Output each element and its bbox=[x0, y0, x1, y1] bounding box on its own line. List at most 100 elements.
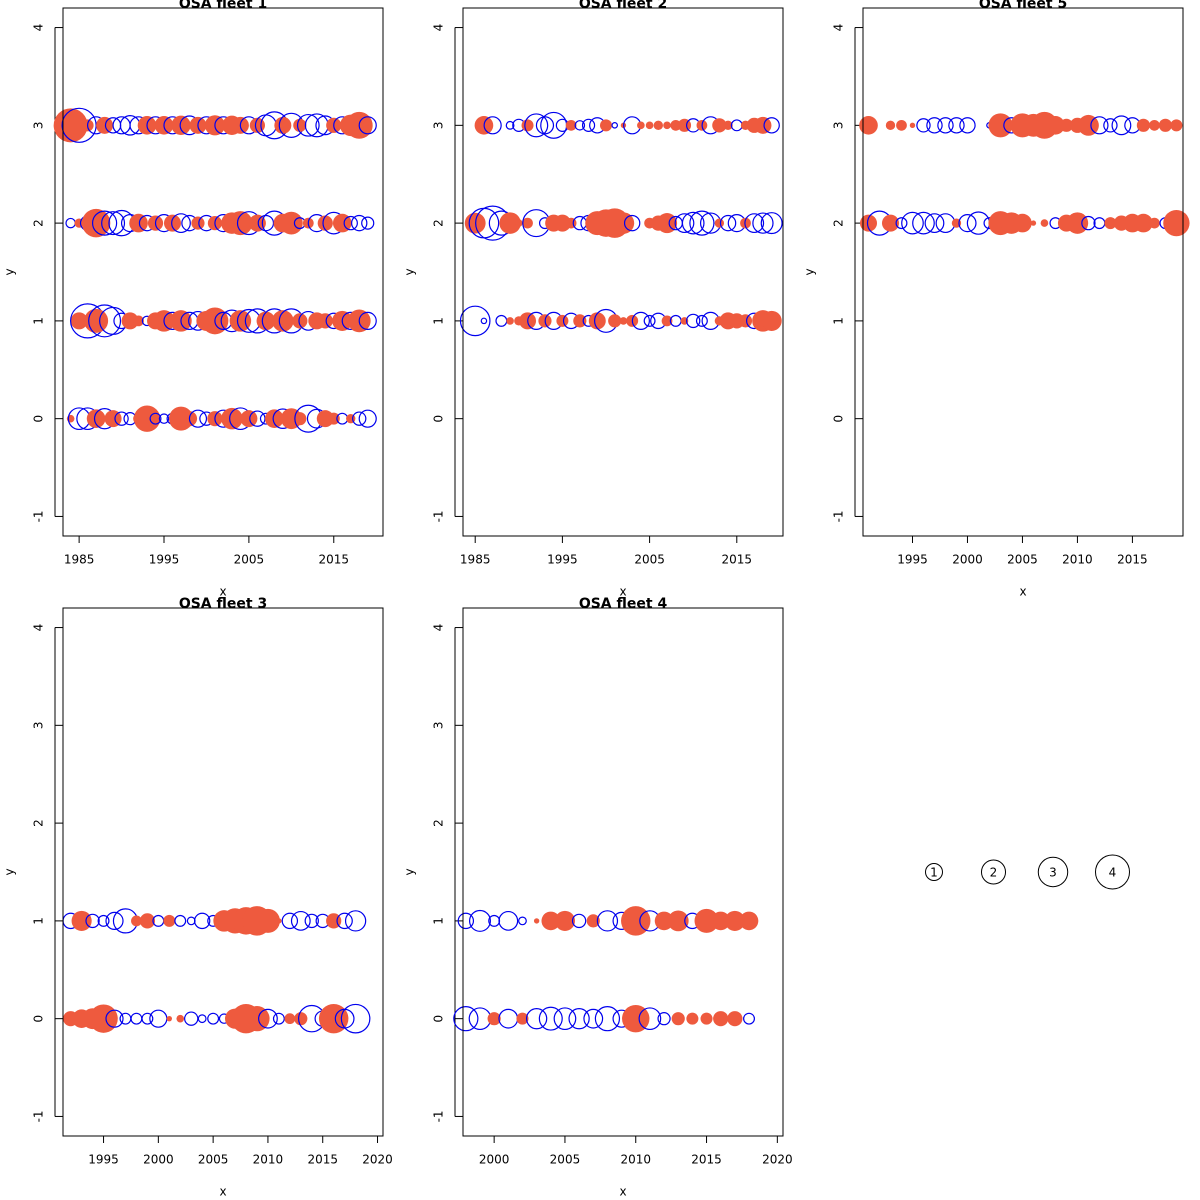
bubble bbox=[188, 409, 208, 428]
legend-label: 1 bbox=[930, 866, 938, 880]
bubble bbox=[317, 313, 333, 329]
bubble bbox=[657, 1012, 671, 1026]
y-tick-label: 2 bbox=[832, 219, 846, 227]
x-tick-label: 2015 bbox=[722, 553, 753, 567]
bubble bbox=[498, 910, 519, 931]
chart-title: OSA fleet 1 bbox=[179, 0, 267, 12]
bubble bbox=[653, 120, 663, 130]
bubble bbox=[71, 910, 92, 931]
legend-label: 4 bbox=[1109, 866, 1117, 880]
bubble bbox=[631, 311, 650, 330]
bubble bbox=[948, 117, 965, 134]
bubble bbox=[656, 213, 678, 234]
bubble bbox=[859, 116, 878, 135]
y-tick-label: 2 bbox=[32, 219, 46, 227]
x-tick-label: 2005 bbox=[550, 1153, 581, 1167]
bubble bbox=[700, 1012, 713, 1025]
bubble bbox=[1111, 115, 1132, 136]
y-tick-label: -1 bbox=[432, 510, 446, 522]
bubble bbox=[689, 210, 715, 236]
bubble bbox=[1040, 219, 1049, 227]
bubble bbox=[1104, 217, 1117, 230]
bubble bbox=[743, 1012, 755, 1025]
bubble bbox=[896, 119, 907, 131]
bubble bbox=[112, 116, 131, 135]
y-tick-label: 2 bbox=[432, 819, 446, 827]
bubble bbox=[723, 120, 733, 130]
y-tick-label: 1 bbox=[32, 317, 46, 325]
bubble bbox=[538, 1006, 563, 1031]
bubble bbox=[671, 1012, 685, 1026]
bubble bbox=[661, 315, 673, 327]
bubble bbox=[1136, 118, 1150, 132]
bubble bbox=[1093, 217, 1106, 230]
bubble bbox=[304, 913, 319, 929]
bubble bbox=[553, 1007, 577, 1031]
bubble bbox=[352, 411, 367, 426]
bubble bbox=[670, 119, 682, 131]
bubble bbox=[895, 217, 908, 230]
y-tick-label: 4 bbox=[32, 24, 46, 32]
bubble bbox=[1081, 215, 1096, 231]
x-tick-label: 2005 bbox=[198, 1153, 229, 1167]
bubble bbox=[1149, 119, 1160, 131]
x-tick-label: 2015 bbox=[318, 553, 349, 567]
x-axis-label: x bbox=[619, 1185, 626, 1199]
bubble bbox=[1013, 213, 1032, 233]
bubble bbox=[686, 1012, 699, 1025]
bubble bbox=[596, 910, 619, 932]
bubble bbox=[249, 410, 266, 427]
bubble bbox=[317, 215, 333, 231]
bubble bbox=[197, 1014, 207, 1024]
x-tick-label: 2010 bbox=[620, 1153, 651, 1167]
y-tick-label: 4 bbox=[432, 24, 446, 32]
plot-frame bbox=[62, 7, 384, 537]
bubble bbox=[336, 912, 353, 930]
legend-label: 2 bbox=[990, 866, 998, 880]
bubble bbox=[70, 312, 88, 330]
bubble bbox=[505, 120, 515, 130]
bubble bbox=[84, 308, 109, 333]
bubble bbox=[459, 305, 491, 337]
y-tick-label: 0 bbox=[32, 1015, 46, 1023]
bubble bbox=[739, 911, 759, 931]
x-tick-label: 2020 bbox=[362, 1153, 393, 1167]
bubble bbox=[667, 910, 689, 932]
bubble bbox=[184, 1011, 199, 1026]
bubble bbox=[912, 211, 935, 235]
bubble bbox=[358, 409, 377, 428]
bubble bbox=[121, 312, 139, 330]
bubble bbox=[645, 121, 654, 130]
bubble bbox=[637, 121, 645, 130]
bubble bbox=[524, 113, 549, 138]
bubble bbox=[522, 217, 533, 229]
bubble bbox=[1078, 114, 1099, 136]
y-tick-label: -1 bbox=[432, 1110, 446, 1122]
panel: -1 0 1 2 3 4 1995 2000 2005 2010 2015 2020 OSA fleet… bbox=[3, 596, 393, 1199]
x-tick-label: 1985 bbox=[460, 553, 491, 567]
x-tick-label: 2005 bbox=[1007, 553, 1038, 567]
bubble bbox=[293, 412, 307, 426]
bubble bbox=[272, 310, 294, 332]
bubble bbox=[296, 113, 320, 137]
bubble bbox=[96, 116, 114, 134]
y-tick-label: 3 bbox=[432, 722, 446, 730]
bubble bbox=[129, 213, 148, 233]
x-tick-label: 2005 bbox=[634, 553, 665, 567]
y-tick-label: 4 bbox=[832, 24, 846, 32]
bubble bbox=[988, 113, 1013, 138]
bubble bbox=[351, 214, 368, 232]
plot-frame bbox=[462, 607, 784, 1137]
legend-bubble bbox=[1037, 856, 1069, 888]
y-tick-label: 0 bbox=[432, 415, 446, 423]
chart-title: OSA fleet 5 bbox=[979, 0, 1067, 12]
bubble bbox=[654, 911, 674, 931]
bubble bbox=[480, 317, 488, 325]
bubble bbox=[163, 214, 181, 232]
bubble bbox=[255, 908, 280, 933]
y-axis-label: y bbox=[803, 268, 817, 275]
bubble bbox=[674, 213, 695, 234]
bubble bbox=[714, 218, 725, 228]
bubble bbox=[88, 304, 122, 338]
x-axis-label: x bbox=[1019, 585, 1026, 599]
